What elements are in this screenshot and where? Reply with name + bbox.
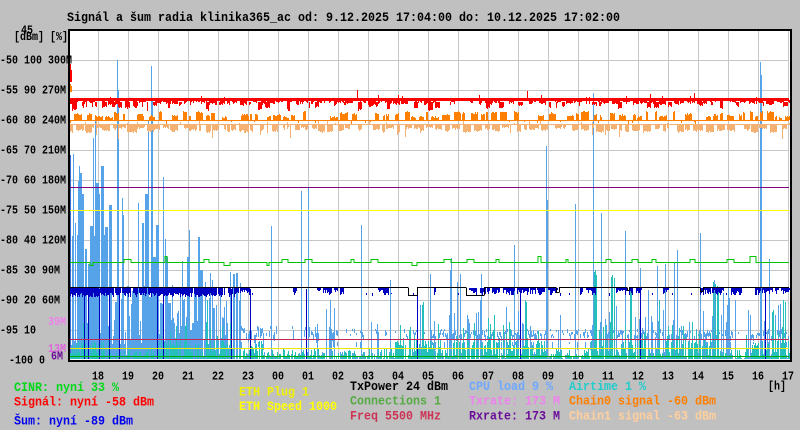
svg-text:39M: 39M: [48, 315, 66, 329]
svg-text:[dBm]: [dBm]: [14, 30, 44, 44]
svg-text:-60 80 240M: -60 80 240M: [0, 114, 66, 128]
svg-text:09: 09: [542, 370, 554, 384]
svg-text:00: 00: [272, 370, 284, 384]
svg-text:07: 07: [482, 370, 494, 384]
svg-text:Signál: nyní -58 dBm: Signál: nyní -58 dBm: [14, 395, 154, 410]
svg-text:10: 10: [572, 370, 584, 384]
svg-text:20: 20: [152, 370, 164, 384]
svg-text:-90 20 60M: -90 20 60M: [0, 294, 60, 308]
svg-text:Šum: nyní -89 dBm: Šum: nyní -89 dBm: [14, 414, 133, 429]
svg-text:23: 23: [242, 370, 254, 384]
svg-text:[h]: [h]: [768, 380, 786, 394]
svg-text:12: 12: [632, 370, 644, 384]
svg-text:06: 06: [452, 370, 464, 384]
svg-text:16: 16: [752, 370, 764, 384]
svg-text:-100 0: -100 0: [9, 354, 45, 368]
svg-text:-70 60 180M: -70 60 180M: [0, 174, 66, 188]
svg-text:13M: 13M: [48, 342, 66, 356]
svg-text:08: 08: [512, 370, 524, 384]
svg-text:15: 15: [722, 370, 734, 384]
svg-text:Freq 5500 MHz: Freq 5500 MHz: [350, 409, 441, 424]
svg-text:03: 03: [362, 370, 374, 384]
svg-text:-55 90 270M: -55 90 270M: [0, 84, 66, 98]
svg-text:45: 45: [21, 24, 33, 38]
svg-text:Airtime 1 %: Airtime 1 %: [569, 379, 646, 394]
svg-text:Txrate: 173 M: Txrate: 173 M: [469, 394, 560, 409]
svg-text:ETH Plug 1: ETH Plug 1: [239, 385, 309, 400]
svg-text:02: 02: [332, 370, 344, 384]
svg-text:14: 14: [692, 370, 704, 384]
svg-text:11: 11: [602, 370, 614, 384]
svg-text:-85 30 90M: -85 30 90M: [0, 264, 60, 278]
svg-text:19: 19: [122, 370, 134, 384]
svg-text:Chain0 signal -60 dBm: Chain0 signal -60 dBm: [569, 394, 716, 409]
svg-text:22: 22: [212, 370, 224, 384]
svg-text:-95 10: -95 10: [0, 324, 36, 338]
svg-text:TxPower 24 dBm: TxPower 24 dBm: [350, 379, 448, 394]
svg-text:Connections 1: Connections 1: [350, 394, 441, 409]
svg-text:6M: 6M: [51, 350, 63, 364]
svg-text:Chain1 signal -63 dBm: Chain1 signal -63 dBm: [569, 409, 716, 424]
svg-text:01: 01: [302, 370, 314, 384]
svg-text:CPU load 9 %: CPU load 9 %: [469, 379, 553, 394]
svg-text:-50 100 300M: -50 100 300M: [0, 54, 72, 68]
svg-text:Rxrate: 173 M: Rxrate: 173 M: [469, 409, 560, 424]
svg-text:-80 40 120M: -80 40 120M: [0, 234, 66, 248]
svg-text:Signál a šum radia klinika365_: Signál a šum radia klinika365_ac od: 9.1…: [67, 10, 620, 25]
svg-text:CINR: nyní 33 %: CINR: nyní 33 %: [14, 380, 119, 395]
svg-text:05: 05: [422, 370, 434, 384]
svg-text:[%]: [%]: [50, 30, 68, 44]
svg-text:21: 21: [182, 370, 194, 384]
svg-text:ETH Speed 1000: ETH Speed 1000: [239, 399, 337, 414]
svg-text:18: 18: [92, 370, 104, 384]
svg-text:-75 50 150M: -75 50 150M: [0, 204, 66, 218]
svg-text:04: 04: [392, 370, 404, 384]
svg-text:13: 13: [662, 370, 674, 384]
svg-text:17: 17: [782, 370, 794, 384]
svg-text:-65 70 210M: -65 70 210M: [0, 144, 66, 158]
